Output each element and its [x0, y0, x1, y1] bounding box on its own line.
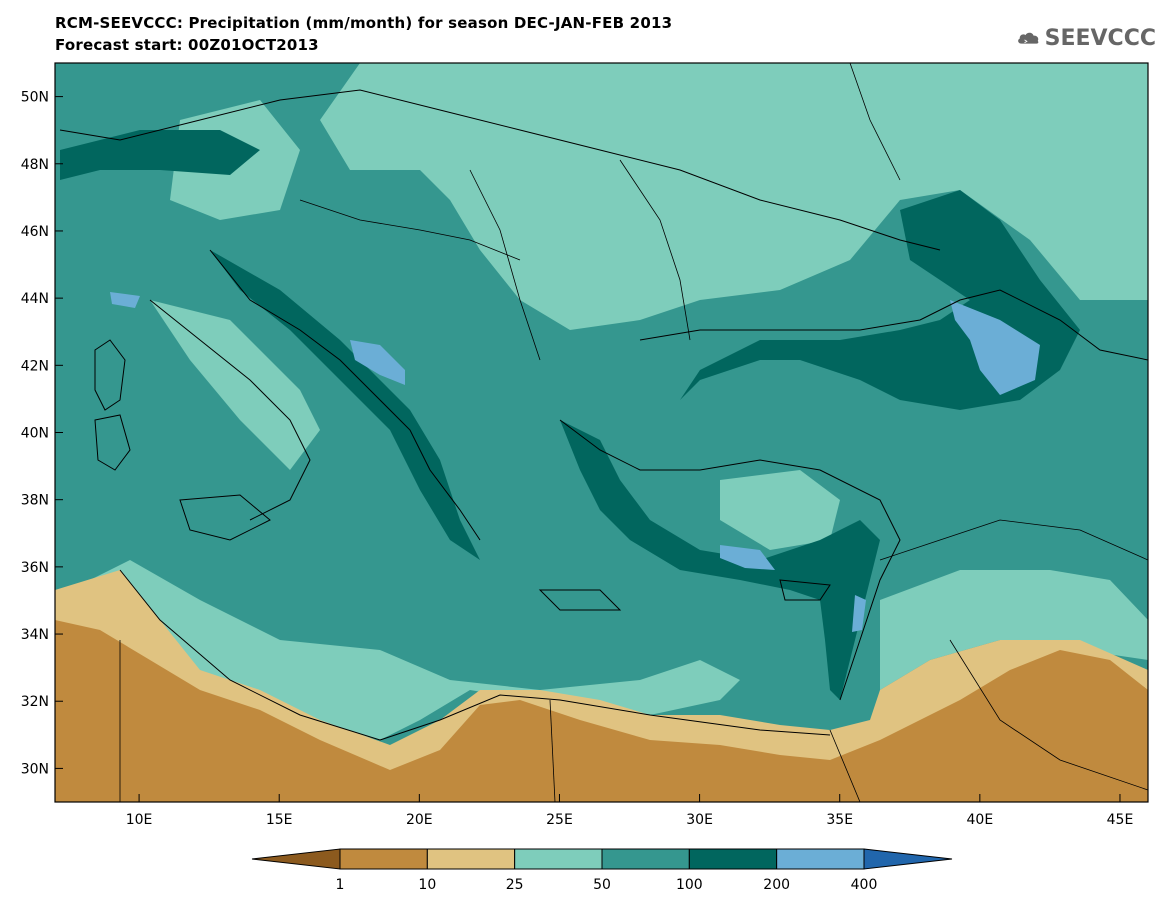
lat-label: 32N — [21, 694, 49, 710]
colorbar-min-triangle — [251, 848, 341, 870]
region-blue-caucasus — [950, 300, 1040, 395]
region-light-teal-levant — [880, 570, 1148, 690]
forecast-start-label: Forecast start: 00Z01OCT2013 — [55, 36, 319, 54]
region-blue-adriatic — [350, 340, 405, 385]
colorbar-swatch — [426, 848, 516, 870]
colorbar-swatch — [514, 848, 603, 870]
colorbar-level-label: 50 — [593, 877, 611, 893]
region-brown-sahara — [55, 620, 1148, 802]
colorbar-swatch — [688, 848, 778, 870]
map-title: RCM-SEEVCCC: Precipitation (mm/month) fo… — [55, 14, 673, 32]
borders — [119, 63, 1148, 802]
region-dark-teal-aegean — [560, 420, 880, 700]
colorbar-swatch — [601, 848, 690, 870]
colorbar-level-label: 1 — [336, 877, 345, 893]
latitude-axis: 50N 48N 46N 44N 42N 40N 38N 36N 34N 32N 30N — [21, 90, 63, 777]
lat-label: 42N — [21, 358, 49, 374]
colorbar-max-triangle — [863, 848, 953, 870]
lon-label: 45E — [1107, 812, 1134, 828]
logo-text: SEEVCCC — [1044, 25, 1156, 51]
colorbar-swatch — [776, 848, 865, 870]
colorbar-level-label: 400 — [851, 877, 878, 893]
lat-label: 46N — [21, 224, 49, 240]
map-area — [55, 63, 1148, 802]
lat-label: 40N — [21, 426, 49, 442]
lon-label: 15E — [266, 812, 293, 828]
colorbar-swatch — [339, 848, 428, 870]
lon-label: 35E — [826, 812, 853, 828]
lon-label: 25E — [546, 812, 573, 828]
colorbar-level-label: 200 — [763, 877, 790, 893]
region-dark-teal-alps — [60, 130, 260, 180]
lat-label: 36N — [21, 560, 49, 576]
longitude-axis: 10E 15E 20E 25E 30E 35E 40E 45E — [126, 794, 1134, 828]
colorbar-level-label: 10 — [418, 877, 436, 893]
region-dark-teal-adriatic — [210, 250, 480, 560]
seevccc-logo: SEEVCCC — [1016, 20, 1156, 56]
colorbar-level-label: 100 — [676, 877, 703, 893]
lon-label: 10E — [126, 812, 153, 828]
region-light-teal-italy — [150, 300, 320, 470]
region-light-teal-east — [320, 63, 1148, 330]
lat-label: 48N — [21, 157, 49, 173]
lat-label: 34N — [21, 627, 49, 643]
colorbar-level-label: 25 — [506, 877, 524, 893]
lat-label: 50N — [21, 90, 49, 106]
lon-label: 40E — [967, 812, 994, 828]
lat-label: 38N — [21, 493, 49, 509]
region-light-teal-anatolia — [720, 470, 840, 550]
cloud-icon — [1018, 32, 1039, 44]
region-blue-alps — [110, 292, 140, 308]
lat-label: 30N — [21, 761, 49, 777]
lat-label: 44N — [21, 291, 49, 307]
colorbar: 1 10 25 50 100 200 400 — [251, 848, 953, 893]
coastlines — [59, 89, 1148, 741]
lon-label: 20E — [406, 812, 433, 828]
lon-label: 30E — [686, 812, 713, 828]
region-blue-lebanon — [852, 595, 866, 632]
region-blue-turkey-south — [720, 545, 775, 570]
